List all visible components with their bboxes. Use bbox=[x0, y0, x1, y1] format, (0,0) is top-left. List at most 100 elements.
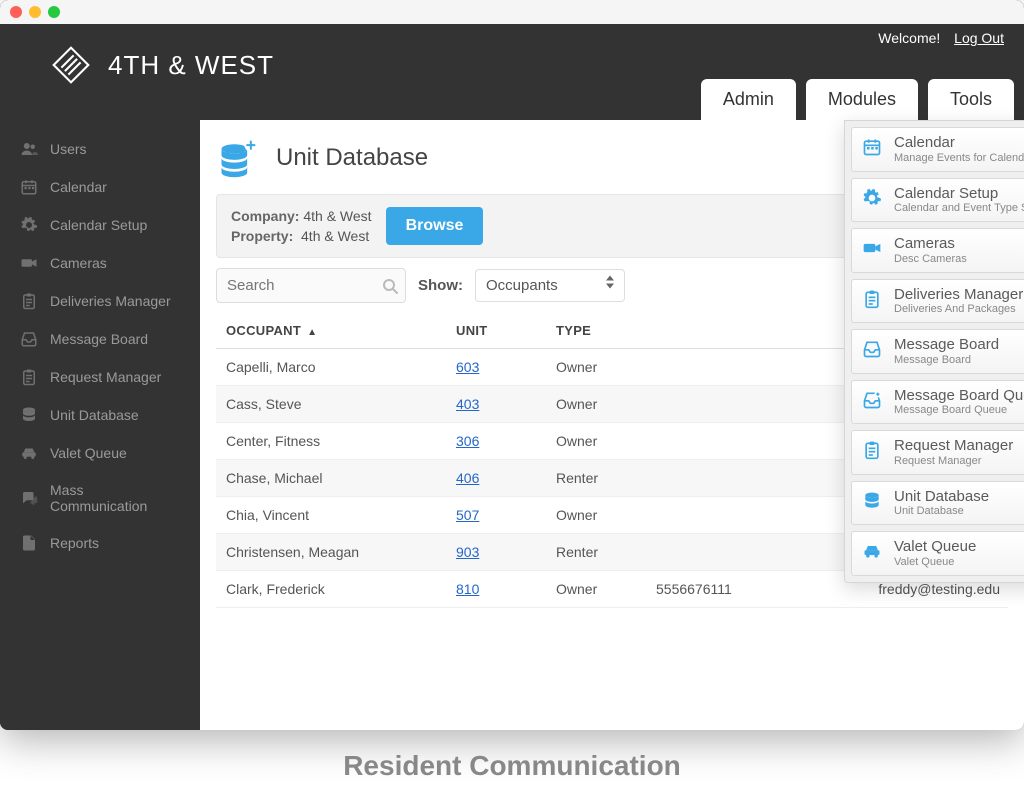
dd-title: Deliveries Manager bbox=[894, 287, 1023, 304]
close-dot[interactable] bbox=[10, 6, 22, 18]
tab-admin[interactable]: Admin bbox=[701, 79, 796, 120]
sidebar-item-label: Valet Queue bbox=[50, 445, 127, 461]
occupant-name: Capelli, Marco bbox=[216, 349, 446, 386]
dd-title: Calendar bbox=[894, 135, 1024, 152]
unit-link[interactable]: 306 bbox=[456, 433, 479, 449]
sidebar-item-users[interactable]: Users bbox=[0, 130, 200, 168]
occupant-type: Owner bbox=[546, 386, 646, 423]
database-plus-icon bbox=[216, 136, 260, 180]
sidebar-item-deliveries-manager[interactable]: Deliveries Manager bbox=[0, 282, 200, 320]
search-input-wrap bbox=[216, 268, 406, 303]
clipboard-icon bbox=[20, 292, 38, 310]
clipboard-icon bbox=[860, 438, 884, 462]
dd-item-calendar-setup[interactable]: Calendar SetupCalendar and Event Type Se… bbox=[851, 178, 1024, 223]
occupant-phone bbox=[646, 534, 786, 571]
tab-tools[interactable]: Tools bbox=[928, 79, 1014, 120]
sidebar-item-label: Request Manager bbox=[50, 369, 161, 385]
dd-item-request-manager[interactable]: Request ManagerRequest Manager bbox=[851, 430, 1024, 475]
page-caption: Resident Communication bbox=[0, 750, 1024, 782]
database-icon bbox=[860, 489, 884, 513]
unit-link[interactable]: 507 bbox=[456, 507, 479, 523]
brand-name: 4TH & WEST bbox=[108, 50, 274, 81]
sidebar-item-reports[interactable]: Reports bbox=[0, 524, 200, 562]
dd-item-unit-database[interactable]: Unit DatabaseUnit Database bbox=[851, 481, 1024, 526]
tab-modules[interactable]: Modules bbox=[806, 79, 918, 120]
occupant-phone bbox=[646, 460, 786, 497]
occupant-phone bbox=[646, 386, 786, 423]
app-window: 4TH & WEST Welcome! Log Out Admin Module… bbox=[0, 0, 1024, 730]
dd-item-deliveries-manager[interactable]: Deliveries ManagerDeliveries And Package… bbox=[851, 279, 1024, 324]
sidebar-item-request-manager[interactable]: Request Manager bbox=[0, 358, 200, 396]
dd-title: Cameras bbox=[894, 236, 967, 253]
header-tabs: Admin Modules Tools bbox=[701, 79, 1014, 120]
zoom-dot[interactable] bbox=[48, 6, 60, 18]
dd-item-valet-queue[interactable]: Valet QueueValet Queue bbox=[851, 531, 1024, 576]
occupant-name: Clark, Frederick bbox=[216, 571, 446, 608]
occupant-name: Center, Fitness bbox=[216, 423, 446, 460]
dd-subtitle: Deliveries And Packages bbox=[894, 303, 1023, 315]
inbox-icon bbox=[20, 330, 38, 348]
sidebar-item-label: Message Board bbox=[50, 331, 148, 347]
occupant-type: Owner bbox=[546, 497, 646, 534]
dd-title: Unit Database bbox=[894, 489, 989, 506]
browse-button[interactable]: Browse bbox=[386, 207, 484, 245]
window-titlebar bbox=[0, 0, 1024, 24]
company-value: 4th & West bbox=[303, 208, 371, 224]
sidebar-item-cameras[interactable]: Cameras bbox=[0, 244, 200, 282]
occupant-type: Renter bbox=[546, 534, 646, 571]
dd-title: Request Manager bbox=[894, 438, 1013, 455]
occupant-phone bbox=[646, 497, 786, 534]
sidebar-item-calendar[interactable]: Calendar bbox=[0, 168, 200, 206]
brand-logo-icon bbox=[50, 44, 92, 86]
show-select[interactable]: Occupants bbox=[475, 269, 625, 302]
col-type[interactable]: TYPE bbox=[546, 313, 646, 349]
camera-icon bbox=[860, 236, 884, 260]
unit-link[interactable]: 603 bbox=[456, 359, 479, 375]
doc-icon bbox=[20, 534, 38, 552]
clipboard-icon bbox=[860, 287, 884, 311]
sidebar-item-valet-queue[interactable]: Valet Queue bbox=[0, 434, 200, 472]
dd-item-cameras[interactable]: CamerasDesc Cameras bbox=[851, 228, 1024, 273]
col-extra3[interactable] bbox=[646, 313, 786, 349]
search-icon bbox=[382, 278, 398, 294]
sidebar-item-unit-database[interactable]: Unit Database bbox=[0, 396, 200, 434]
show-value: Occupants bbox=[486, 277, 558, 294]
logout-link[interactable]: Log Out bbox=[954, 30, 1004, 46]
occupant-type: Renter bbox=[546, 460, 646, 497]
minimize-dot[interactable] bbox=[29, 6, 41, 18]
col-occupant[interactable]: OCCUPANT bbox=[216, 313, 446, 349]
calendar-icon bbox=[860, 135, 884, 159]
sidebar-item-message-board[interactable]: Message Board bbox=[0, 320, 200, 358]
occupant-phone bbox=[646, 349, 786, 386]
sidebar-item-calendar-setup[interactable]: Calendar Setup bbox=[0, 206, 200, 244]
sidebar-item-label: Calendar Setup bbox=[50, 217, 147, 233]
sidebar-item-label: Deliveries Manager bbox=[50, 293, 171, 309]
dd-subtitle: Desc Cameras bbox=[894, 253, 967, 265]
company-label: Company: bbox=[231, 208, 299, 224]
dd-item-message-board-queue[interactable]: Message Board QueueMessage Board Queue bbox=[851, 380, 1024, 425]
col-unit[interactable]: UNIT bbox=[446, 313, 546, 349]
car-icon bbox=[860, 539, 884, 563]
occupant-name: Christensen, Meagan bbox=[216, 534, 446, 571]
modules-dropdown: CalendarManage Events for CalendarsCalen… bbox=[844, 120, 1024, 583]
show-label: Show: bbox=[418, 277, 463, 294]
unit-link[interactable]: 903 bbox=[456, 544, 479, 560]
car-icon bbox=[20, 444, 38, 462]
sidebar-item-label: Users bbox=[50, 141, 87, 157]
unit-link[interactable]: 810 bbox=[456, 581, 479, 597]
gear-icon bbox=[20, 216, 38, 234]
filter-left: Company: 4th & West Property: 4th & West bbox=[231, 208, 372, 244]
unit-link[interactable]: 403 bbox=[456, 396, 479, 412]
brand-area: 4TH & WEST bbox=[50, 44, 274, 86]
sidebar-item-mass-communication[interactable]: Mass Communication bbox=[0, 472, 200, 524]
dd-item-message-board[interactable]: Message BoardMessage Board bbox=[851, 329, 1024, 374]
search-input[interactable] bbox=[216, 268, 406, 303]
main-content: Unit Database Company: 4th & West Proper… bbox=[200, 120, 1024, 730]
sidebar-item-label: Reports bbox=[50, 535, 99, 551]
calendar-icon bbox=[20, 178, 38, 196]
unit-link[interactable]: 406 bbox=[456, 470, 479, 486]
welcome-text: Welcome! bbox=[878, 30, 940, 46]
users-icon bbox=[20, 140, 38, 158]
dd-subtitle: Calendar and Event Type Setup bbox=[894, 202, 1024, 214]
dd-item-calendar[interactable]: CalendarManage Events for Calendars bbox=[851, 127, 1024, 172]
